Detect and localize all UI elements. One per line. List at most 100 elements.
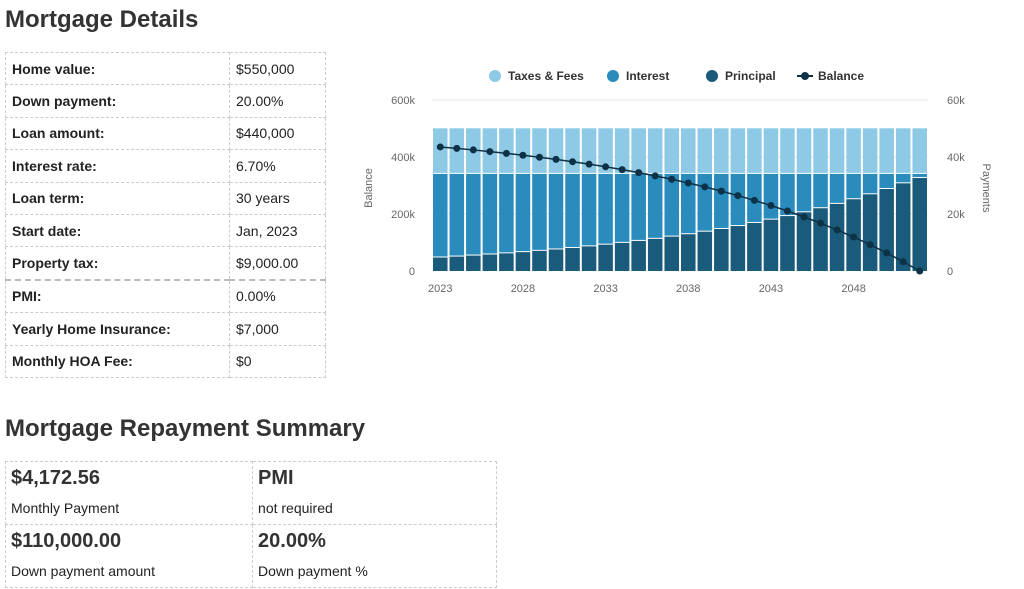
bar-taxes-fees	[879, 128, 894, 173]
details-row: Loan term: 30 years	[5, 181, 326, 215]
balance-point	[717, 187, 725, 195]
balance-point	[668, 175, 676, 183]
detail-value: Jan, 2023	[229, 213, 326, 248]
details-row: Down payment: 20.00%	[5, 84, 326, 118]
detail-label: Monthly HOA Fee:	[5, 344, 230, 378]
bar-principal	[862, 194, 878, 271]
detail-value: $7,000	[229, 312, 326, 346]
legend-marker	[489, 70, 501, 82]
balance-point	[684, 179, 692, 187]
bar-taxes-fees	[515, 128, 531, 173]
bar-taxes-fees	[598, 128, 613, 173]
bar-taxes-fees	[747, 128, 762, 173]
summary-cell: $110,000.00 Down payment amount	[4, 524, 254, 588]
detail-label: Property tax:	[5, 246, 230, 281]
legend-marker	[607, 70, 619, 82]
details-row: PMI: 0.00%	[5, 279, 326, 314]
y-tick-label: 600k	[391, 95, 415, 107]
bar-interest	[631, 173, 646, 240]
bar-interest	[879, 173, 894, 188]
details-table: Home value: $550,000 Down payment: 20.00% Lo…	[5, 51, 326, 378]
bar-interest	[466, 173, 481, 255]
bar-principal	[681, 234, 696, 271]
y-tick-label: 400k	[391, 152, 415, 164]
balance-point	[469, 146, 477, 154]
details-row: Interest rate: 6.70%	[5, 149, 326, 183]
detail-label: Down payment:	[5, 84, 230, 118]
bar-interest	[895, 173, 911, 183]
summary-cell: PMI not required	[252, 461, 497, 525]
bar-principal	[730, 226, 746, 271]
detail-label: Yearly Home Insurance:	[5, 312, 230, 346]
bar-principal	[697, 231, 713, 271]
balance-point	[486, 148, 494, 156]
bar-principal	[548, 249, 564, 271]
bar-taxes-fees	[614, 128, 630, 173]
detail-value: 6.70%	[229, 149, 326, 183]
detail-value: $0	[229, 344, 326, 378]
bar-interest	[515, 173, 531, 252]
y2-axis-label: Payments	[980, 164, 992, 213]
bar-principal	[912, 177, 927, 271]
y-axis-label: Balance	[363, 168, 375, 208]
bar-interest	[681, 173, 696, 234]
detail-value: 20.00%	[229, 84, 326, 118]
balance-point	[850, 233, 858, 241]
y-tick-label: 200k	[391, 209, 415, 221]
x-tick-label: 2028	[511, 283, 535, 295]
bar-interest	[714, 173, 729, 228]
balance-point	[734, 192, 742, 200]
bar-interest	[482, 173, 498, 254]
bar-interest	[647, 173, 663, 238]
bar-principal	[647, 238, 663, 271]
bar-interest	[548, 173, 564, 249]
detail-label: PMI:	[5, 279, 230, 314]
detail-value: $9,000.00	[229, 246, 326, 281]
y2-tick-label: 0	[947, 266, 953, 278]
y-tick-label: 0	[409, 266, 415, 278]
bar-principal	[813, 208, 828, 271]
x-tick-label: 2043	[759, 283, 783, 295]
summary-label: Down payment amount	[11, 563, 155, 579]
balance-point	[701, 183, 709, 191]
balance-point	[883, 249, 891, 257]
x-tick-label: 2038	[676, 283, 700, 295]
bar-principal	[466, 255, 481, 271]
detail-label: Loan amount:	[5, 116, 230, 151]
balance-point	[800, 213, 808, 221]
x-tick-label: 2048	[841, 283, 865, 295]
bar-taxes-fees	[862, 128, 878, 173]
balance-point	[783, 207, 791, 215]
bar-taxes-fees	[763, 128, 779, 173]
balance-point	[569, 158, 577, 166]
summary-value: $4,172.56	[11, 467, 100, 489]
bar-interest	[780, 173, 795, 216]
bar-principal	[664, 236, 679, 271]
legend-label: Balance	[818, 69, 864, 83]
bar-principal	[482, 254, 498, 271]
bar-interest	[763, 173, 779, 219]
bar-principal	[499, 253, 514, 271]
x-tick-label: 2023	[428, 283, 452, 295]
balance-point	[585, 160, 593, 168]
bar-principal	[614, 242, 630, 271]
balance-point	[635, 169, 643, 177]
legend-label: Principal	[725, 69, 776, 83]
bar-interest	[664, 173, 679, 236]
detail-value: 0.00%	[229, 279, 326, 314]
balance-point	[916, 267, 924, 275]
bar-interest	[433, 173, 448, 257]
details-row: Loan amount: $440,000	[5, 116, 326, 151]
bar-taxes-fees	[581, 128, 597, 173]
bar-taxes-fees	[565, 128, 580, 173]
balance-point	[651, 172, 659, 180]
bar-interest	[829, 173, 845, 203]
bar-interest	[598, 173, 613, 244]
summary-label: not required	[258, 500, 333, 516]
balance-point	[899, 258, 907, 266]
detail-value: $550,000	[229, 51, 326, 86]
summary-value: $110,000.00	[11, 530, 122, 552]
bar-principal	[581, 246, 597, 271]
summary-title: Mortgage Repayment Summary	[5, 415, 366, 442]
legend-label: Taxes & Fees	[508, 69, 584, 83]
